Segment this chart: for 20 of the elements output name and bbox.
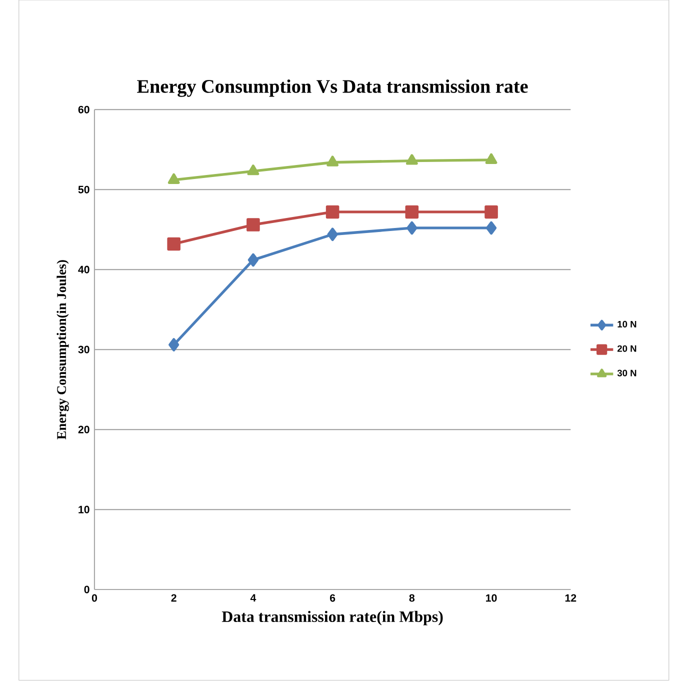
x-tick-label: 0 — [92, 594, 98, 602]
legend-label: 10 N — [618, 320, 636, 328]
x-tick-label: 12 — [566, 594, 576, 602]
y-tick-label: 50 — [78, 186, 90, 194]
y-tick-label: 60 — [78, 106, 90, 114]
y-axis-title: Energy Consumption(in Joules) — [56, 260, 70, 440]
y-tick-label: 40 — [78, 266, 90, 274]
x-tick-label: 4 — [250, 594, 256, 602]
y-tick-label: 20 — [78, 426, 90, 434]
y-tick-label: 0 — [84, 586, 90, 594]
y-tick-label: 30 — [78, 346, 90, 354]
x-tick-label: 6 — [330, 594, 336, 602]
x-axis-title: Data transmission rate(in Mbps) — [222, 610, 443, 626]
legend-label: 30 N — [618, 370, 636, 376]
x-tick-label: 8 — [409, 594, 415, 602]
legend-label: 20 N — [618, 345, 636, 352]
x-tick-label: 10 — [486, 594, 497, 602]
y-tick-label: 10 — [78, 506, 90, 514]
chart-title: Energy Consumption Vs Data transmission rate — [137, 79, 528, 97]
x-tick-label: 2 — [171, 594, 177, 602]
